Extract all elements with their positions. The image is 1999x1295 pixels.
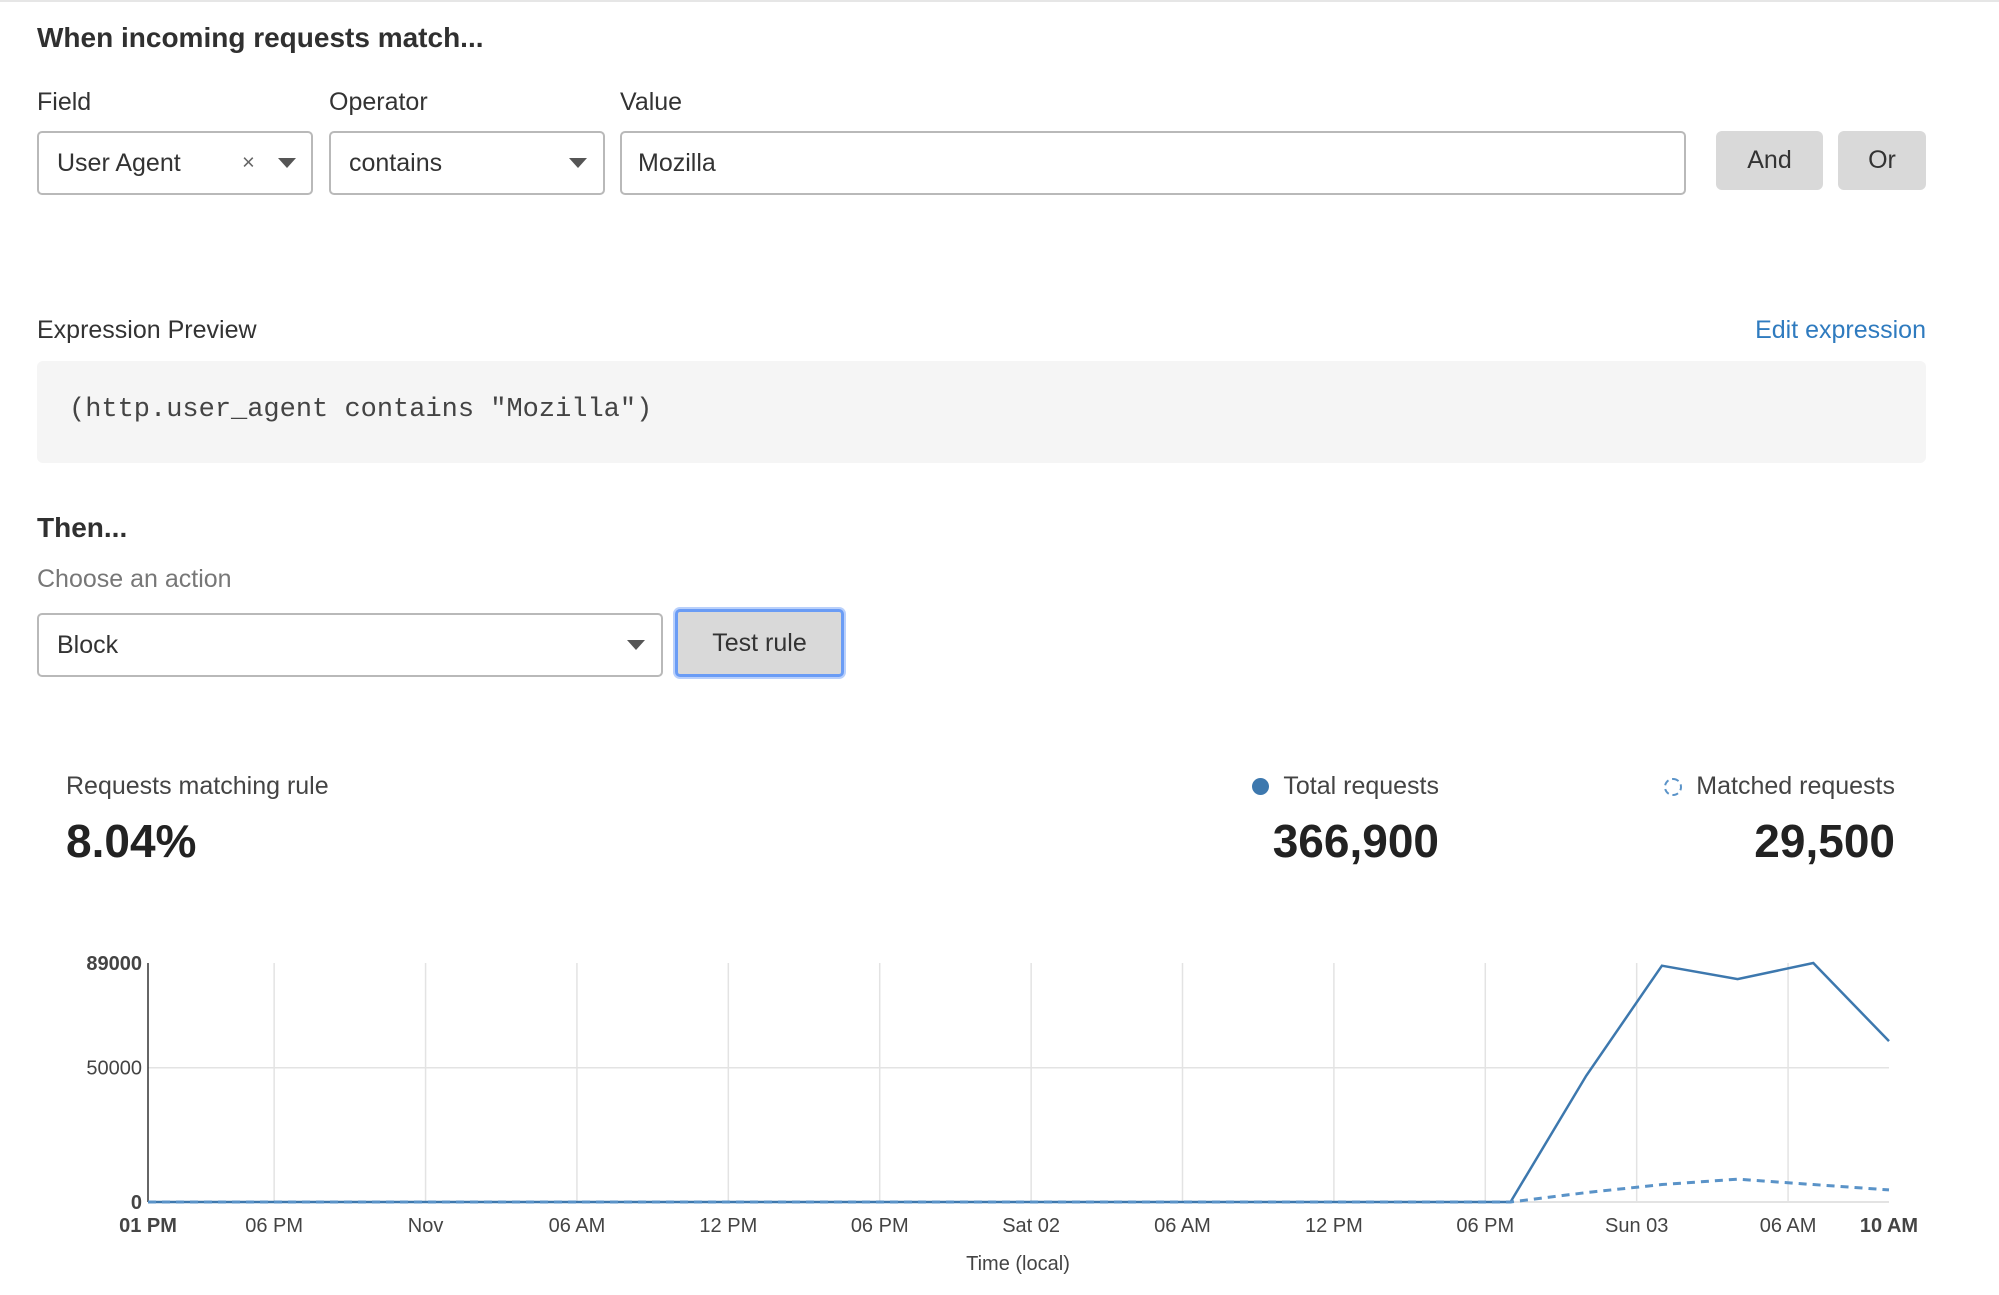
y-tick-label: 0 — [131, 1192, 142, 1214]
x-tick-label: Nov — [408, 1215, 444, 1237]
matching-rule-label: Requests matching rule — [66, 772, 329, 800]
test-rule-button[interactable]: Test rule — [675, 609, 844, 677]
expression-preview-label: Expression Preview — [37, 316, 257, 344]
then-heading: Then... — [37, 512, 128, 543]
x-tick-label: 10 AM — [1860, 1215, 1918, 1237]
x-tick-label: 06 AM — [1760, 1215, 1817, 1237]
dashed-circle-icon — [1664, 777, 1683, 796]
operator-select-value: contains — [349, 148, 443, 177]
or-button[interactable]: Or — [1838, 131, 1926, 190]
x-tick-label: 12 PM — [699, 1215, 757, 1237]
field-label: Field — [37, 88, 92, 116]
matching-rule-value: 8.04% — [66, 815, 197, 867]
total-requests-legend: Total requests — [1252, 772, 1439, 801]
x-axis-label: Time (local) — [966, 1253, 1070, 1275]
chevron-down-icon[interactable] — [627, 640, 645, 650]
matched-requests-value: 29,500 — [1754, 815, 1895, 867]
choose-action-label: Choose an action — [37, 565, 232, 593]
chevron-down-icon[interactable] — [569, 158, 587, 168]
y-tick-label: 50000 — [86, 1058, 142, 1080]
x-tick-label: 06 AM — [549, 1215, 606, 1237]
field-select[interactable]: User Agent × — [37, 131, 313, 195]
total-requests-label: Total requests — [1283, 772, 1439, 800]
top-divider — [0, 0, 1999, 2]
value-input-text: Mozilla — [638, 148, 716, 177]
matched-requests-legend: Matched requests — [1664, 772, 1895, 801]
total-requests-line — [148, 961, 1890, 1204]
x-tick-label: 01 PM — [119, 1215, 177, 1237]
operator-select[interactable]: contains — [329, 131, 605, 195]
x-tick-label: Sun 03 — [1605, 1215, 1668, 1237]
edit-expression-link[interactable]: Edit expression — [1755, 316, 1926, 344]
action-select-value: Block — [57, 630, 119, 659]
and-button[interactable]: And — [1716, 131, 1823, 190]
matched-requests-line — [148, 1177, 1890, 1204]
x-tick-label: 06 PM — [1456, 1215, 1514, 1237]
value-input[interactable]: Mozilla — [620, 131, 1686, 195]
expression-code: (http.user_agent contains "Mozilla") — [69, 395, 653, 425]
x-tick-label: Sat 02 — [1002, 1215, 1060, 1237]
value-label: Value — [620, 88, 683, 116]
clear-icon[interactable]: × — [242, 149, 255, 175]
x-tick-label: 06 PM — [851, 1215, 909, 1237]
action-select[interactable]: Block — [37, 613, 663, 677]
total-requests-value: 366,900 — [1272, 815, 1439, 867]
chevron-down-icon[interactable] — [278, 158, 296, 168]
expression-preview-box: (http.user_agent contains "Mozilla") — [37, 361, 1926, 463]
operator-label: Operator — [329, 88, 428, 116]
x-tick-label: 12 PM — [1305, 1215, 1363, 1237]
x-tick-label: 06 AM — [1154, 1215, 1211, 1237]
matched-requests-label: Matched requests — [1696, 772, 1895, 800]
y-tick-label: 89000 — [86, 953, 142, 975]
x-tick-label: 06 PM — [245, 1215, 303, 1237]
solid-dot-icon — [1252, 778, 1270, 795]
field-select-value: User Agent — [57, 148, 181, 177]
match-heading: When incoming requests match... — [37, 22, 484, 53]
